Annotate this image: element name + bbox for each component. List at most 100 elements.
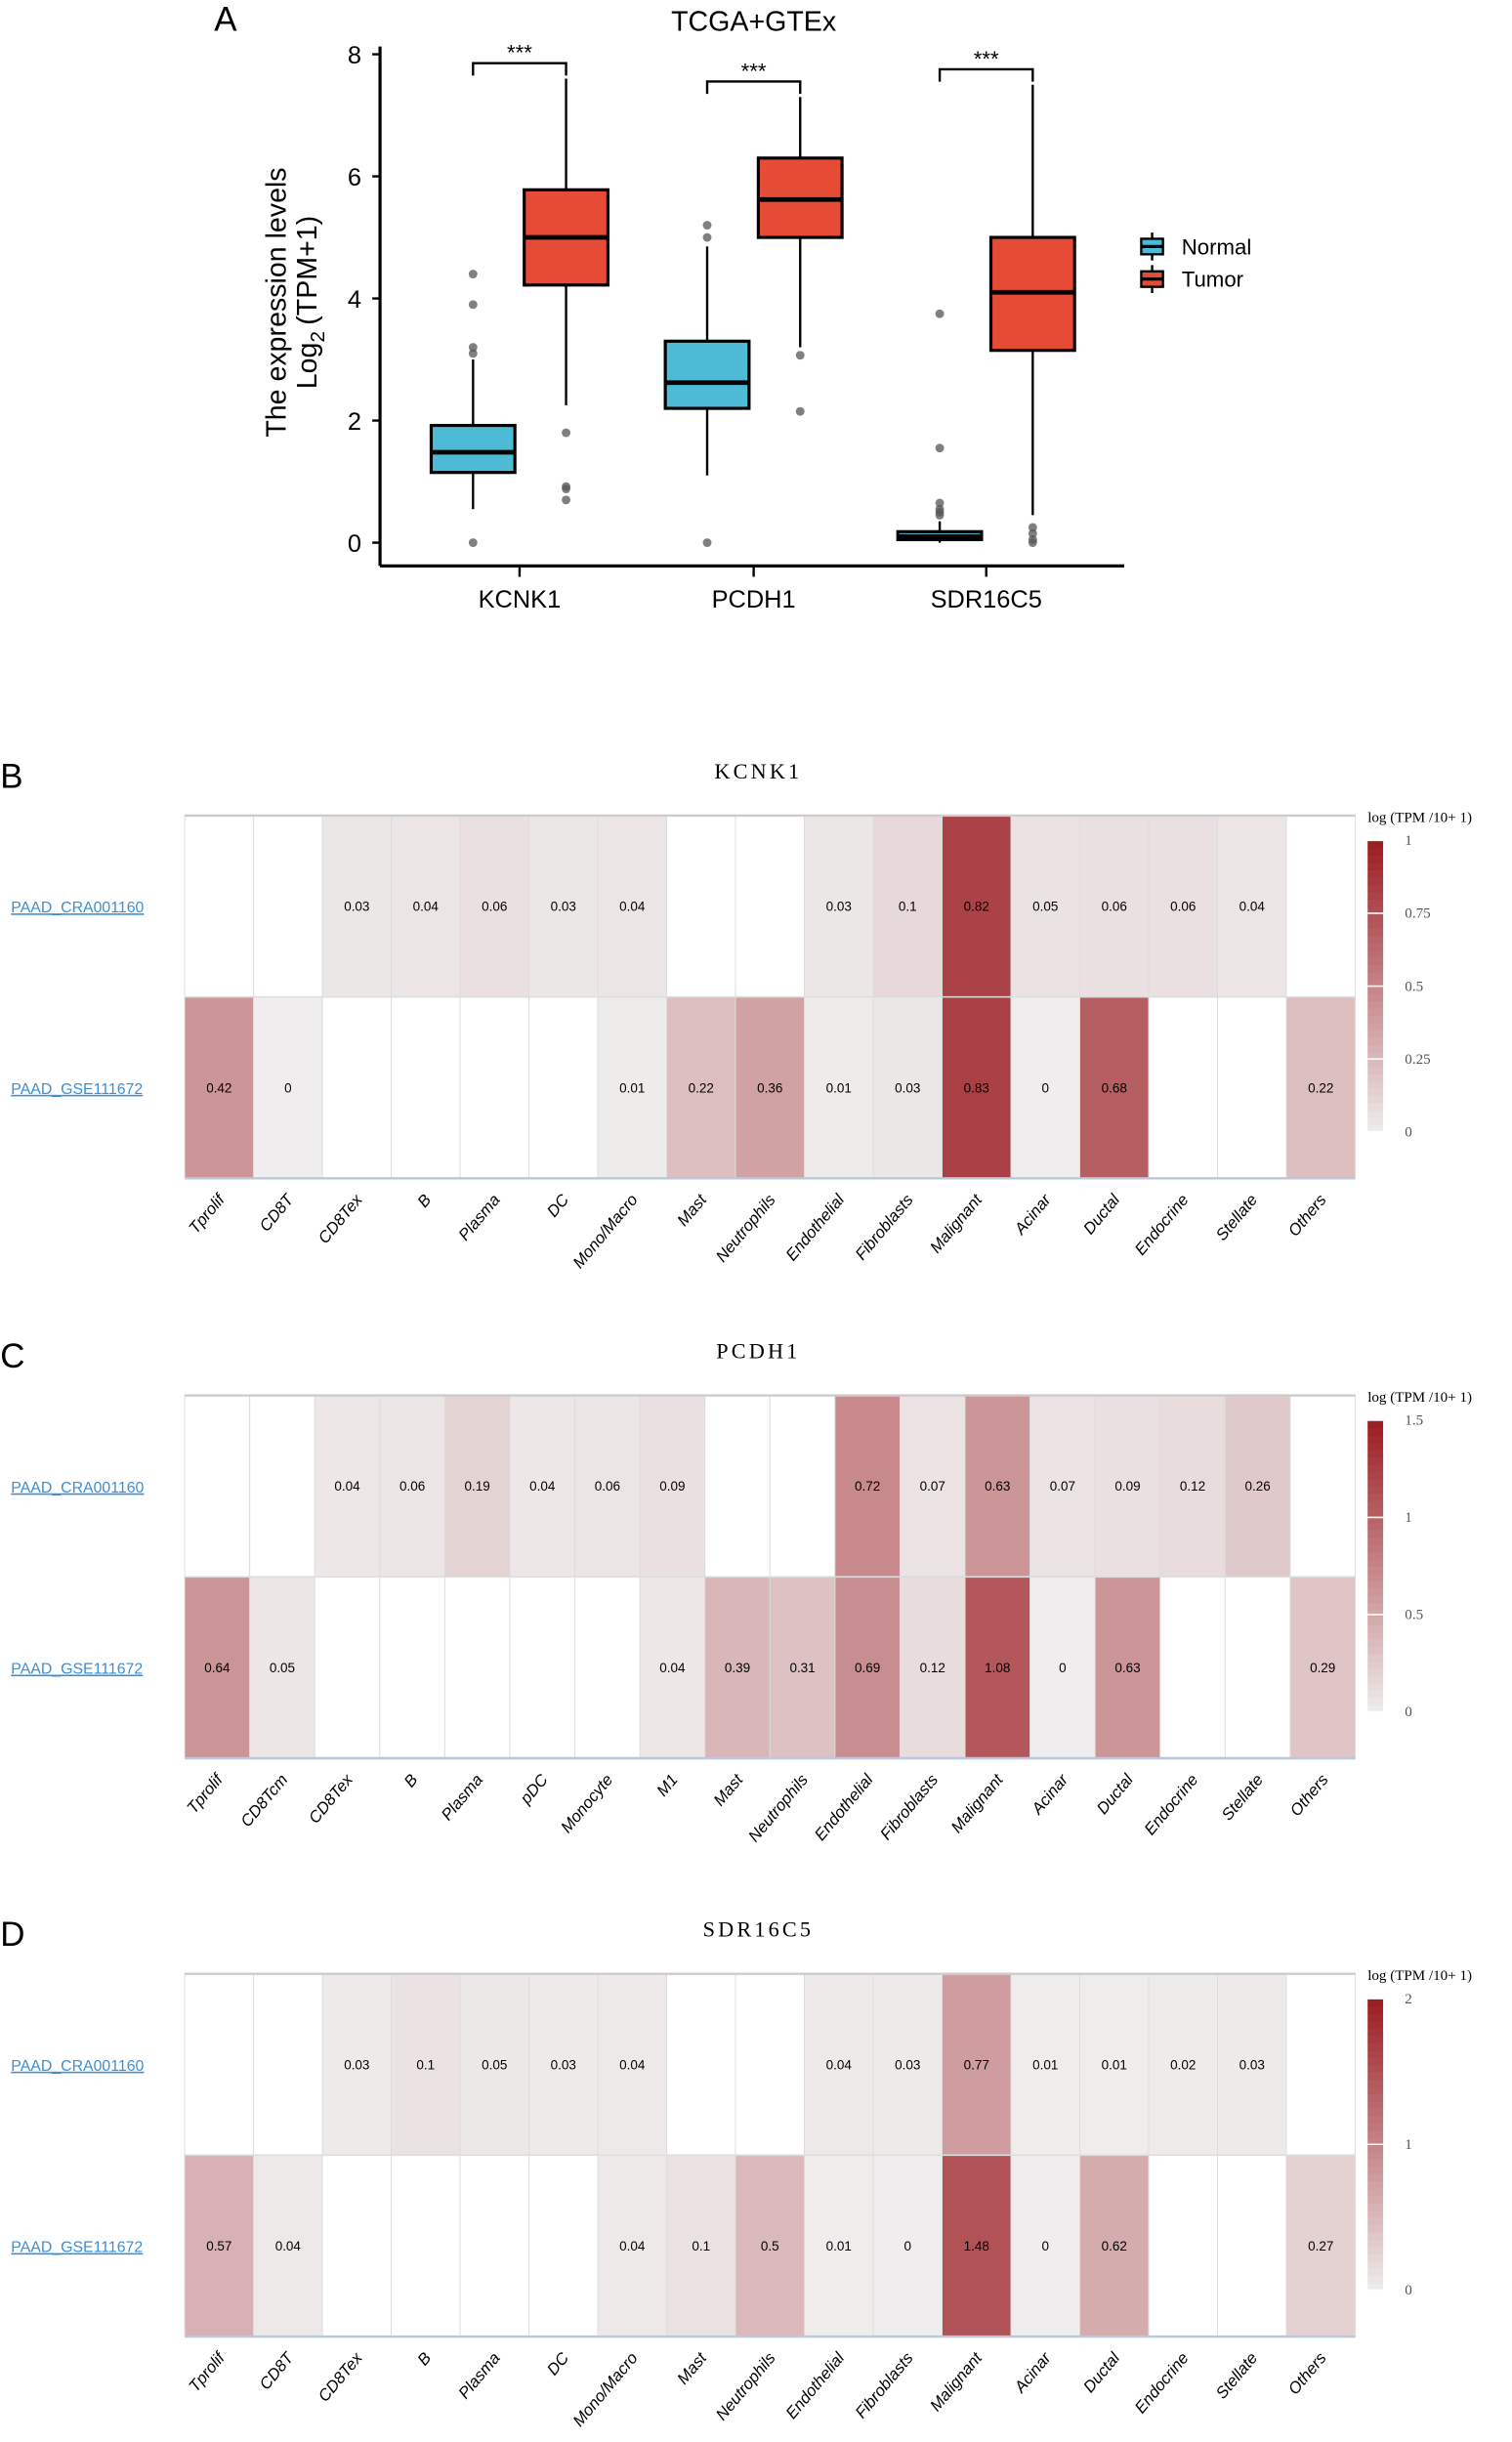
cell-value-label: 0 — [1042, 2239, 1050, 2253]
y-axis-label-line1: The expression levels — [261, 167, 292, 437]
column-label: Tprolif — [183, 1769, 228, 1817]
column-label: Monocyte — [557, 1771, 616, 1837]
colorbar-segment — [1367, 1486, 1384, 1495]
cell-value-label: 0.06 — [482, 900, 507, 914]
colorbar-segment — [1367, 1595, 1384, 1604]
heatmap-cell — [769, 1395, 836, 1578]
outlier-point — [935, 443, 945, 453]
column-label: Mono/Macro — [569, 1191, 642, 1272]
heatmap-cell — [1029, 1395, 1096, 1578]
cell-value-label: 0.39 — [725, 1661, 750, 1675]
colorbar-segment — [1367, 2282, 1384, 2292]
colorbar-segment — [1367, 1587, 1384, 1596]
heatmap-cell — [249, 1395, 315, 1578]
heatmap-cell — [459, 2154, 530, 2337]
colorbar-segment — [1367, 1617, 1384, 1625]
dataset-link[interactable]: PAAD_CRA001160 — [11, 2058, 144, 2075]
colorbar-segment — [1367, 920, 1384, 929]
heatmap-cell — [253, 2154, 323, 2337]
column-label: CD8Tcm — [237, 1770, 292, 1830]
colorbar-segment — [1367, 2079, 1384, 2087]
colorbar-segment — [1367, 1074, 1384, 1082]
colorbar-segment — [1367, 847, 1384, 857]
dataset-link[interactable]: PAAD_GSE111672 — [11, 1661, 143, 1677]
heatmap-cell — [1285, 996, 1356, 1179]
cell-value-label: 0.62 — [1102, 2239, 1127, 2253]
heatmap-cell — [1079, 2154, 1150, 2337]
cell-value-label: 0.04 — [275, 2239, 302, 2253]
colorbar-segment — [1367, 2115, 1384, 2124]
column-label: DC — [543, 1190, 573, 1220]
dataset-link[interactable]: PAAD_CRA001160 — [11, 900, 144, 916]
colorbar-segment — [1367, 2122, 1384, 2131]
heatmap-cell — [872, 2154, 943, 2337]
cell-value-label: 0.03 — [826, 900, 852, 914]
colorbar-segment — [1367, 1551, 1384, 1560]
colorbar-segment — [1367, 1095, 1384, 1104]
heatmap-cell — [184, 1973, 255, 2156]
cell-value-label: 0.03 — [895, 1080, 920, 1095]
heatmap-cell — [379, 1576, 445, 1759]
cell-value-label: 0.03 — [551, 900, 576, 914]
outlier-point — [1028, 534, 1037, 544]
colorbar-segment — [1367, 1602, 1384, 1611]
column-label: B — [400, 1771, 422, 1791]
colorbar-tick-label: 0 — [1405, 1705, 1412, 1720]
colorbar-segment — [1367, 2210, 1384, 2218]
dataset-link[interactable]: PAAD_GSE111672 — [11, 2240, 143, 2256]
colorbar-segment — [1367, 2231, 1384, 2241]
legend-title: log (TPM /10+ 1) — [1367, 810, 1472, 825]
colorbar-segment — [1367, 1116, 1384, 1126]
colorbar-segment — [1367, 2129, 1384, 2138]
column-label: Stellate — [1212, 1191, 1261, 1244]
heatmap-cell — [314, 1395, 381, 1578]
column-label: Acinar — [1010, 2348, 1055, 2397]
outlier-point — [562, 482, 570, 491]
colorbar-segment — [1367, 1543, 1384, 1553]
colorbar-segment — [1367, 2202, 1384, 2211]
colorbar-segment — [1367, 1522, 1384, 1531]
column-label: Ductal — [1093, 1770, 1138, 1818]
heatmap-title: PCDH1 — [716, 1338, 800, 1363]
y-tick-label: 0 — [348, 530, 361, 558]
panel-label: D — [0, 1916, 24, 1954]
colorbar-segment — [1367, 891, 1384, 900]
heatmap-cell — [639, 1576, 706, 1759]
colorbar-segment — [1367, 912, 1384, 922]
heatmap-cell — [1224, 1395, 1291, 1578]
colorbar-segment — [1367, 2268, 1384, 2277]
heatmap-cell — [1094, 1395, 1161, 1578]
column-label: Plasma — [454, 2349, 503, 2403]
dataset-link[interactable]: PAAD_CRA001160 — [11, 1480, 144, 1496]
panel-label: B — [0, 757, 22, 795]
heatmap-cell — [942, 1973, 1012, 2156]
heatmap-cell — [1217, 815, 1287, 998]
cell-value-label: 0.04 — [1239, 900, 1266, 914]
colorbar-segment — [1367, 2195, 1384, 2204]
heatmap-title: KCNK1 — [714, 759, 802, 783]
colorbar-segment — [1367, 1051, 1384, 1060]
cell-value-label: 0.01 — [1032, 2057, 1058, 2072]
y-tick-label: 4 — [348, 286, 361, 314]
colorbar-segment — [1367, 2239, 1384, 2248]
colorbar-segment — [1367, 2005, 1384, 2014]
panel-label: A — [214, 1, 237, 39]
heatmap-cell — [597, 996, 668, 1179]
colorbar-tick-label: 2 — [1405, 1992, 1412, 2007]
heatmap-cell — [942, 815, 1012, 998]
dataset-link[interactable]: PAAD_GSE111672 — [11, 1081, 143, 1098]
colorbar-segment — [1367, 2049, 1384, 2058]
column-label: DC — [543, 2348, 573, 2379]
heatmap-cell — [253, 815, 323, 998]
cell-value-label: 0.06 — [399, 1479, 425, 1494]
heatmap-panel-pcdh1: C PCDH1 0.04 0.06 0.19 0.04 0.06 0.09 0.72 0.07 0.… — [0, 1337, 1472, 1845]
cell-value-label: 0.72 — [855, 1479, 880, 1494]
colorbar-segment — [1367, 1110, 1384, 1118]
colorbar-segment — [1367, 979, 1384, 988]
colorbar-tick-label: 1 — [1405, 2137, 1412, 2153]
heatmap-cell — [1010, 1973, 1080, 2156]
colorbar-segment — [1367, 1507, 1384, 1516]
heatmap-cell — [1159, 1395, 1226, 1578]
colorbar-segment — [1367, 2100, 1384, 2109]
colorbar-segment — [1367, 2093, 1384, 2102]
